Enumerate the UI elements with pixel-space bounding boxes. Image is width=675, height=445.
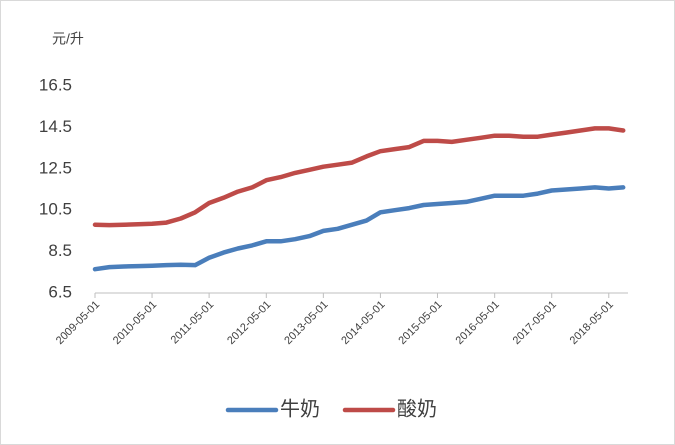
y-tick-label: 12.5 — [39, 158, 72, 177]
y-axis-label: 元/升 — [52, 31, 84, 47]
y-tick-label: 10.5 — [39, 200, 72, 219]
legend-label: 牛奶 — [280, 397, 320, 420]
line-series — [92, 126, 626, 228]
y-tick-label: 8.5 — [48, 241, 72, 260]
y-tick-label: 16.5 — [39, 75, 72, 94]
legend-label: 酸奶 — [397, 397, 437, 420]
y-tick-label: 14.5 — [39, 117, 72, 136]
line-series — [92, 185, 626, 272]
y-tick-label: 6.5 — [48, 282, 72, 301]
